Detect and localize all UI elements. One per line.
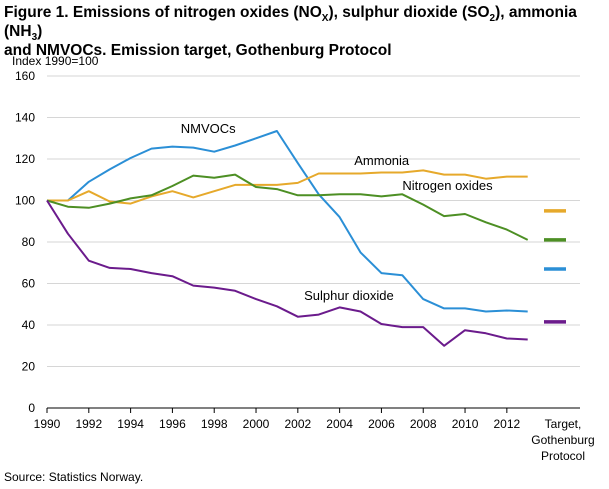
gridlines: [47, 75, 580, 409]
x-axis: 1990 1992 1994 1996 1998 2000 2002 2004 2006 2008…: [34, 408, 521, 431]
x-tick-label: 2006: [368, 417, 395, 431]
y-tick-label: 0: [28, 401, 35, 415]
x-tick-label: 2012: [493, 417, 520, 431]
x-tick-label: 1998: [201, 417, 228, 431]
y-tick-label: 20: [22, 360, 36, 374]
x-tick-label: 2010: [452, 417, 479, 431]
series-line-nmvocs: [47, 130, 528, 313]
series-line-sulphur-dioxide: [46, 199, 528, 347]
series-line-nitrogen-oxides: [46, 173, 529, 241]
target-label-line: Target,: [545, 417, 582, 431]
y-tick-label: 60: [22, 277, 36, 291]
y-axis: 0 20 40 60 80 100 120 140 160: [15, 69, 35, 415]
series-label-nitrogen-oxides: Nitrogen oxides: [402, 178, 493, 193]
x-tick-label: 1992: [75, 417, 102, 431]
x-tick-label: 2000: [243, 417, 270, 431]
y-tick-label: 100: [15, 194, 35, 208]
series-lines: [46, 130, 529, 347]
series-label-sulphur-dioxide: Sulphur dioxide: [304, 288, 394, 303]
target-label-line: Gothenburg: [531, 433, 594, 447]
y-tick-label: 160: [15, 69, 35, 83]
y-tick-label: 120: [15, 152, 35, 166]
y-tick-label: 140: [15, 111, 35, 125]
series-line-ammonia: [47, 169, 528, 205]
x-tick-label: 1996: [159, 417, 186, 431]
series-label-nmvocs: NMVOCs: [181, 121, 236, 136]
x-tick-label: 1990: [34, 417, 61, 431]
target-markers: [544, 209, 566, 324]
x-tick-label: 2002: [284, 417, 311, 431]
series-labels: NMVOCs Ammonia Nitrogen oxides Sulphur diox…: [181, 121, 493, 303]
series-label-ammonia: Ammonia: [354, 153, 410, 168]
source-note: Source: Statistics Norway.: [4, 470, 144, 484]
y-axis-label: Index 1990=100: [12, 54, 99, 68]
target-label-line: Protocol: [541, 449, 585, 463]
x-tick-label: 1994: [117, 417, 144, 431]
y-tick-label: 40: [22, 318, 36, 332]
x-tick-label: 2004: [326, 417, 353, 431]
chart-title: Figure 1. Emissions of nitrogen oxides (…: [4, 4, 577, 59]
x-tick-label: 2008: [410, 417, 437, 431]
target-label: Target, Gothenburg Protocol: [531, 417, 594, 463]
y-tick-label: 80: [22, 235, 36, 249]
